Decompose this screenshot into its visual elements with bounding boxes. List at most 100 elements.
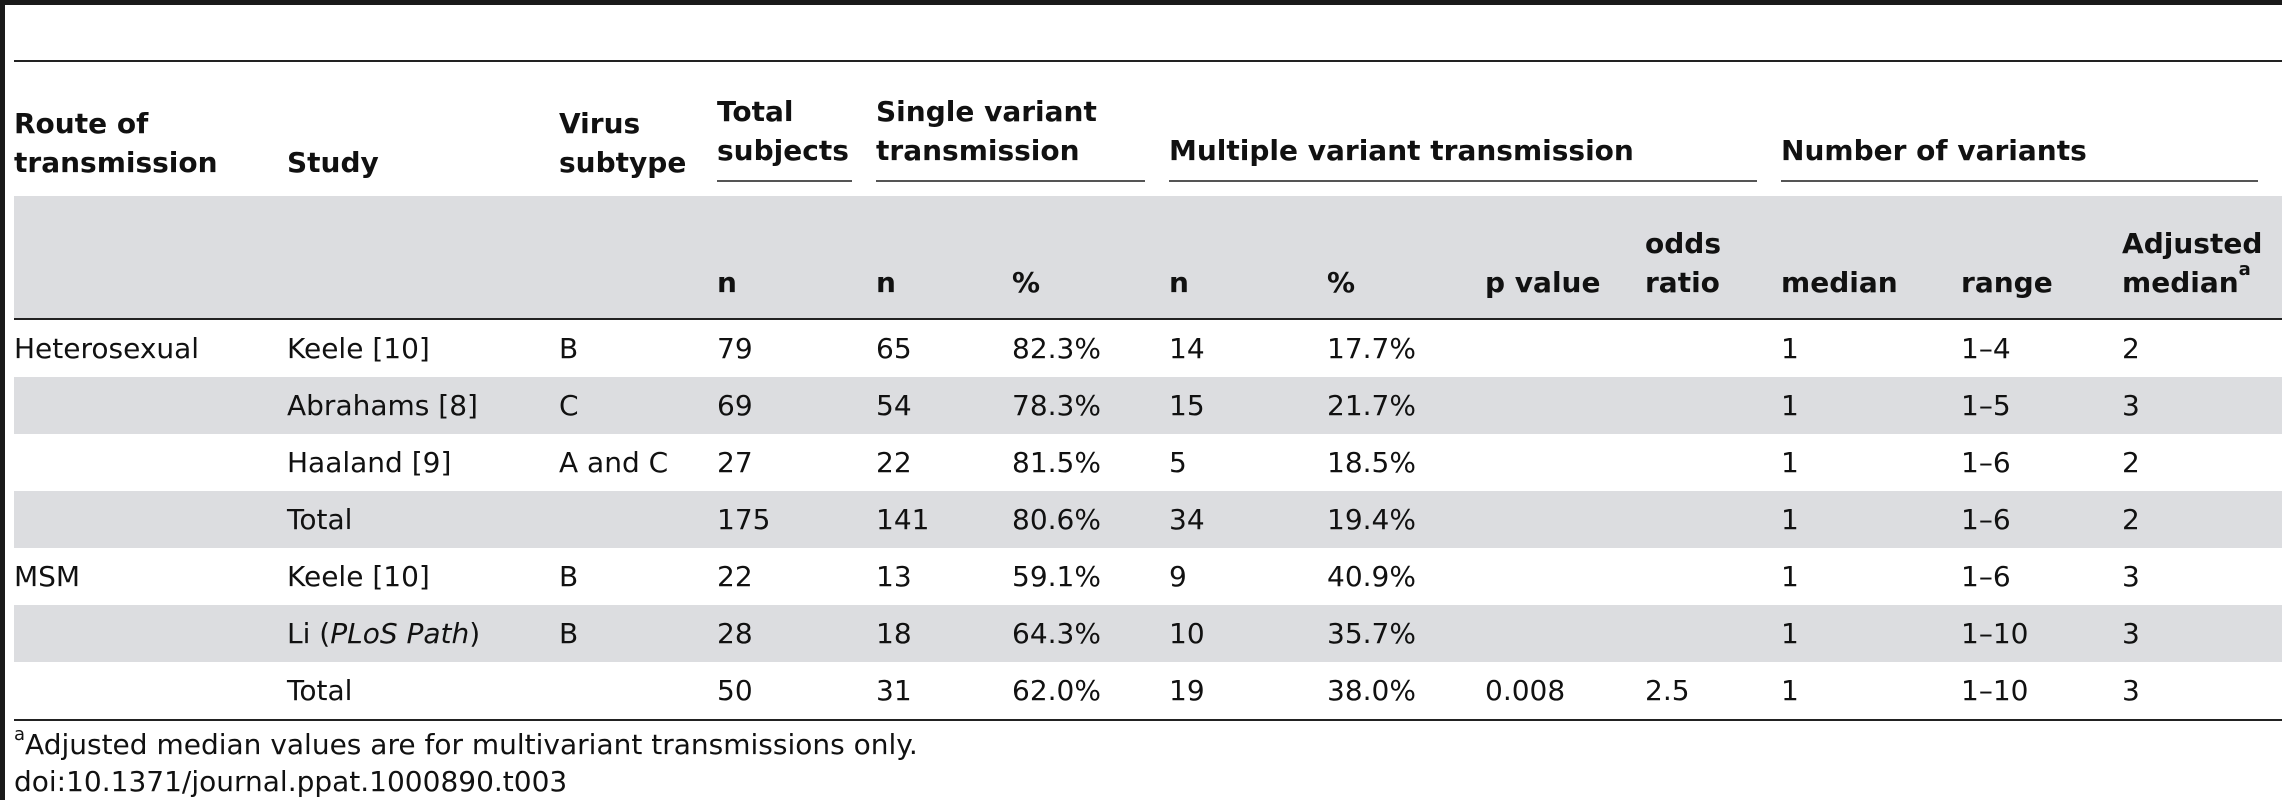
col-route: Route of transmission bbox=[14, 62, 287, 196]
cell-route bbox=[14, 491, 287, 548]
cell-total: 79 bbox=[717, 332, 753, 365]
cell-adjusted-median: 3 bbox=[2122, 605, 2282, 662]
variants-table-wrapper: Route of transmission Study Virus subtyp… bbox=[14, 60, 2282, 721]
col-num-variants-label: Number of variants bbox=[1781, 131, 2259, 182]
cell-range: 1–10 bbox=[1961, 605, 2123, 662]
cell-odds-ratio bbox=[1645, 605, 1782, 662]
top-border bbox=[0, 0, 2282, 5]
cell-total: 28 bbox=[717, 605, 876, 662]
doi-text: doi:10.1371/journal.ppat.1000890.t003 bbox=[14, 765, 568, 798]
cell-study-prefix: Li ( bbox=[287, 617, 331, 650]
cell-single-n: 18 bbox=[876, 605, 1012, 662]
table-row: Abrahams [8] C 69 54 78.3% 15 21.7% 1 1–… bbox=[14, 377, 2282, 434]
cell-study: Total bbox=[287, 662, 559, 721]
cell-adjusted-median: 3 bbox=[2122, 560, 2140, 593]
cell-adjusted-median: 3 bbox=[2122, 377, 2282, 434]
cell-study: Keele [10] bbox=[287, 332, 430, 365]
cell-single-pct: 82.3% bbox=[1012, 332, 1101, 365]
cell-p-value bbox=[1485, 605, 1645, 662]
cell-p-value: 0.008 bbox=[1485, 662, 1645, 721]
footnote-text: Adjusted median values are for multivari… bbox=[25, 728, 918, 761]
col-total: Total subjects bbox=[717, 62, 876, 196]
cell-p-value bbox=[1485, 319, 1645, 377]
cell-total: 27 bbox=[717, 446, 753, 479]
cell-median: 1 bbox=[1781, 377, 1962, 434]
col-multiple: Multiple variant transmission bbox=[1169, 62, 1782, 196]
footnote-marker: a bbox=[14, 724, 26, 745]
cell-adjusted-median: 2 bbox=[2122, 446, 2140, 479]
cell-median: 1 bbox=[1781, 662, 1962, 721]
header-row-2: n n % n % p value odds ratio median rang… bbox=[14, 196, 2282, 319]
cell-multi-pct: 18.5% bbox=[1327, 446, 1416, 479]
cell-multi-pct: 38.0% bbox=[1327, 662, 1485, 721]
subcol-range: range bbox=[1961, 196, 2123, 319]
subcol-median: median bbox=[1781, 196, 1962, 319]
cell-study-journal: PLoS Path bbox=[330, 617, 470, 650]
cell-multi-pct: 40.9% bbox=[1327, 560, 1416, 593]
col-study: Study bbox=[287, 62, 559, 196]
cell-virus: A and C bbox=[559, 446, 669, 479]
cell-single-pct: 59.1% bbox=[1012, 560, 1101, 593]
left-border bbox=[0, 0, 5, 800]
cell-study: Abrahams [8] bbox=[287, 377, 559, 434]
header-row-1: Route of transmission Study Virus subtyp… bbox=[14, 62, 2282, 196]
cell-multi-pct: 35.7% bbox=[1327, 605, 1485, 662]
cell-study: Total bbox=[287, 491, 559, 548]
cell-route bbox=[14, 605, 287, 662]
cell-multi-n: 10 bbox=[1169, 605, 1327, 662]
cell-median: 1 bbox=[1781, 605, 1962, 662]
subcol-empty-route bbox=[14, 196, 287, 319]
cell-adjusted-median: 2 bbox=[2122, 491, 2282, 548]
cell-odds-ratio bbox=[1645, 548, 1781, 605]
cell-multi-pct: 17.7% bbox=[1327, 332, 1416, 365]
cell-total: 175 bbox=[717, 491, 876, 548]
cell-median: 1 bbox=[1781, 446, 1799, 479]
cell-virus: B bbox=[559, 332, 579, 365]
cell-single-pct: 78.3% bbox=[1012, 377, 1169, 434]
cell-median: 1 bbox=[1781, 332, 1799, 365]
cell-range: 1–10 bbox=[1961, 662, 2123, 721]
subcol-total-n: n bbox=[717, 196, 876, 319]
table-footnote: aAdjusted median values are for multivar… bbox=[14, 726, 918, 762]
col-total-label: Total subjects bbox=[717, 92, 852, 182]
table-row: Total 175 141 80.6% 34 19.4% 1 1–6 2 bbox=[14, 491, 2282, 548]
cell-single-n: 13 bbox=[876, 560, 912, 593]
subcol-odds-ratio: odds ratio bbox=[1645, 196, 1782, 319]
subcol-single-n: n bbox=[876, 196, 1012, 319]
cell-total: 69 bbox=[717, 377, 876, 434]
cell-virus bbox=[559, 491, 717, 548]
cell-multi-n: 14 bbox=[1169, 332, 1205, 365]
col-multiple-label: Multiple variant transmission bbox=[1169, 131, 1758, 182]
table-row: Li (PLoS Path) B 28 18 64.3% 10 35.7% 1 … bbox=[14, 605, 2282, 662]
cell-route bbox=[14, 377, 287, 434]
cell-odds-ratio: 2.5 bbox=[1645, 662, 1782, 721]
cell-multi-pct: 19.4% bbox=[1327, 491, 1485, 548]
cell-range: 1–5 bbox=[1961, 377, 2123, 434]
cell-route bbox=[14, 662, 287, 721]
subcol-adjusted-median: Adjusted mediana bbox=[2122, 196, 2282, 319]
col-num-variants: Number of variants bbox=[1781, 62, 2282, 196]
table-row: MSM Keele [10] B 22 13 59.1% 9 40.9% 1 1… bbox=[14, 548, 2282, 605]
cell-total: 22 bbox=[717, 560, 753, 593]
subcol-multi-n: n bbox=[1169, 196, 1327, 319]
cell-adjusted-median: 3 bbox=[2122, 662, 2282, 721]
footnote-marker: a bbox=[2238, 259, 2251, 280]
cell-virus: B bbox=[559, 605, 717, 662]
table-row: Heterosexual Keele [10] B 79 65 82.3% 14… bbox=[14, 319, 2282, 377]
cell-multi-n: 15 bbox=[1169, 377, 1327, 434]
cell-study: Haaland [9] bbox=[287, 446, 452, 479]
cell-study: Keele [10] bbox=[287, 560, 430, 593]
table-row: Haaland [9] A and C 27 22 81.5% 5 18.5% … bbox=[14, 434, 2282, 491]
cell-single-n: 65 bbox=[876, 332, 912, 365]
cell-virus: C bbox=[559, 377, 717, 434]
cell-odds-ratio bbox=[1645, 434, 1781, 491]
cell-p-value bbox=[1485, 434, 1645, 491]
cell-total: 50 bbox=[717, 662, 876, 721]
cell-p-value bbox=[1485, 377, 1645, 434]
table-top-rule bbox=[14, 60, 2282, 62]
cell-single-n: 31 bbox=[876, 662, 1012, 721]
cell-virus: B bbox=[559, 560, 579, 593]
cell-multi-n: 9 bbox=[1169, 560, 1187, 593]
cell-range: 1–4 bbox=[1961, 332, 2011, 365]
cell-single-n: 141 bbox=[876, 491, 1012, 548]
